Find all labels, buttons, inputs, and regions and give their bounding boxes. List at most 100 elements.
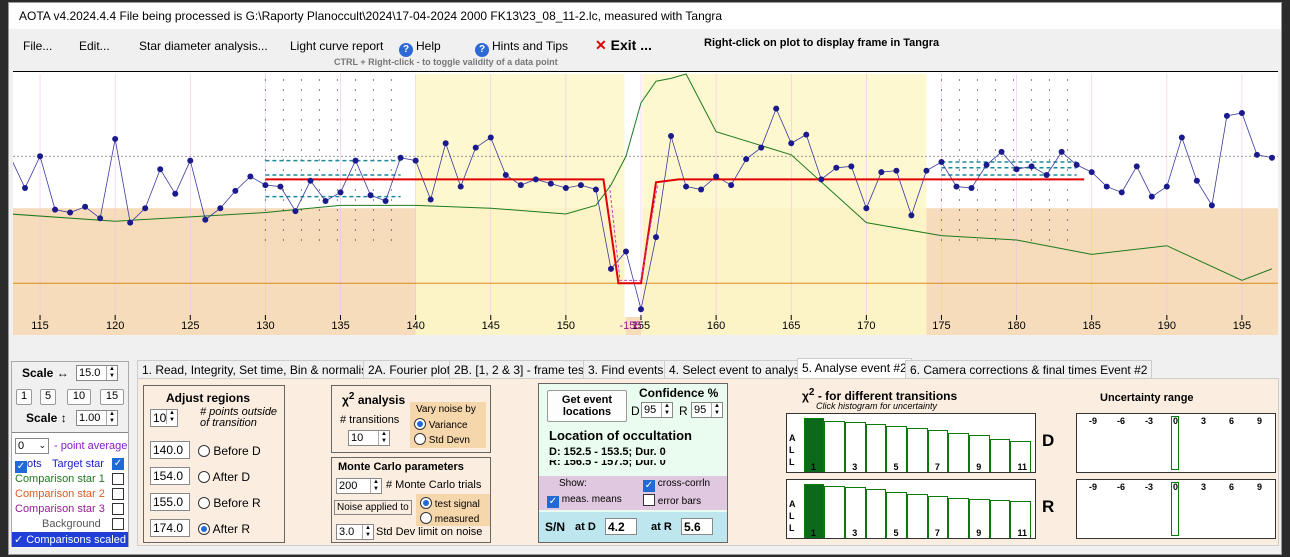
histogram-bar[interactable] [927,429,949,472]
variance-radio[interactable] [414,418,426,430]
histogram-bar[interactable] [968,435,990,472]
before-r-field[interactable]: 155.0 [150,493,190,511]
test-signal-option[interactable]: test signal [420,497,480,510]
scale-button-10[interactable]: 10 [67,389,91,405]
histogram-bar[interactable] [989,438,1011,472]
after-r-radio[interactable] [198,523,210,535]
histogram-bar[interactable] [968,499,990,538]
meas-means-checkbox[interactable]: ✓ [547,496,559,508]
menu-exit[interactable]: ✕ Exit ... [595,37,652,54]
plots-checkbox[interactable]: ✓ [15,461,27,473]
tab-frame-test[interactable]: 2B. [1, 2 & 3] - frame test [449,360,593,378]
after-d-field[interactable]: 154.0 [150,467,190,485]
histogram-bar[interactable] [1010,440,1031,472]
point-average-select[interactable]: 0 ⌄ [15,438,49,454]
menu-star-diameter[interactable]: Star diameter analysis... [139,39,268,53]
error-bars-option[interactable]: error bars [643,494,701,507]
light-curve-plot[interactable]: 115 120 125 130 135 140 145 150 155 160 165 170 175 1… [13,71,1278,335]
histogram-bar[interactable] [824,485,845,538]
variance-option[interactable]: Variance [414,418,468,431]
histogram-bar[interactable] [948,433,969,472]
spin-arrows-icon[interactable]: ▲ ▼ [362,525,373,539]
plots-row[interactable]: ✓ ots [15,458,42,473]
target-star-checkbox[interactable]: ✓ [112,458,124,470]
get-event-locations-button[interactable]: Get event locations [547,390,627,422]
histogram-d[interactable]: A L L 1 3 5 7 9 11 [786,413,1036,473]
histogram-bar[interactable] [886,491,907,538]
histogram-bar[interactable] [865,489,887,538]
before-r-option[interactable]: Before R [198,496,261,510]
spin-arrows-icon[interactable]: ▲ ▼ [166,410,177,424]
cross-corrln-option[interactable]: ✓ cross-corrln [643,478,710,492]
transitions-spinner[interactable]: 10 ▲ ▼ [348,430,390,446]
menu-edit[interactable]: Edit... [79,39,110,53]
comp1-checkbox[interactable] [112,473,124,485]
spin-arrows-icon[interactable]: ▲ ▼ [106,411,117,425]
before-d-field[interactable]: 140.0 [150,441,190,459]
test-signal-radio[interactable] [420,497,432,509]
std-devn-radio[interactable] [414,433,426,445]
histogram-bar[interactable] [803,418,825,472]
histogram-bar[interactable] [824,420,845,472]
tab-read[interactable]: 1. Read, Integrity, Set time, Bin & norm… [137,360,379,378]
dot-marker [1066,219,1069,221]
std-devn-option[interactable]: Std Devn [414,433,470,446]
tab-analyse-event[interactable]: 5. Analyse event #2 [797,358,912,378]
cross-corrln-checkbox[interactable]: ✓ [643,480,655,492]
points-outside-spinner[interactable]: 10 ▲ ▼ [150,409,178,427]
before-r-radio[interactable] [198,497,210,509]
menu-help[interactable]: ? Help [399,39,441,57]
scale-button-5[interactable]: 5 [40,389,56,405]
histogram-bar[interactable] [989,500,1011,538]
scale-h-spinner[interactable]: 15.0 ▲ ▼ [76,365,118,381]
after-r-field[interactable]: 174.0 [150,519,190,537]
after-d-radio[interactable] [198,471,210,483]
histogram-bar[interactable] [886,426,907,472]
tab-find-events[interactable]: 3. Find events [583,360,669,378]
measured-option[interactable]: measured [420,512,479,525]
histogram-bar[interactable] [1010,501,1031,538]
spin-arrows-icon[interactable]: ▲ ▼ [370,479,381,493]
histogram-r[interactable]: A L L 1 3 5 7 9 11 [786,479,1036,539]
histogram-bar[interactable] [803,484,825,538]
spin-arrows-icon[interactable]: ▲ ▼ [661,403,672,417]
light-curve-chart[interactable]: 115 120 125 130 135 140 145 150 155 160 165 170 175 1… [13,72,1278,335]
scale-v-spinner[interactable]: 1.00 ▲ ▼ [76,410,118,426]
histogram-bar[interactable] [906,493,928,538]
tab-fourier[interactable]: 2A. Fourier plot [363,360,456,378]
spin-arrows-icon[interactable]: ▲ ▼ [378,431,389,445]
confidence-r-spinner[interactable]: 95 ▲ ▼ [691,402,723,418]
spin-arrows-icon[interactable]: ▲ ▼ [711,403,722,417]
histogram-bar[interactable] [906,427,928,472]
after-r-option[interactable]: After R [198,522,250,536]
comp2-checkbox[interactable] [112,488,124,500]
dot-marker [282,99,284,101]
histogram-bar[interactable] [865,424,887,472]
histogram-bar[interactable] [844,422,866,472]
before-d-radio[interactable] [198,445,210,457]
scale-button-15[interactable]: 15 [100,389,124,405]
after-d-option[interactable]: After D [198,470,250,484]
before-d-option[interactable]: Before D [198,444,261,458]
comp3-checkbox[interactable] [112,503,124,515]
menu-light-curve-report[interactable]: Light curve report [290,39,384,53]
meas-means-option[interactable]: ✓ meas. means [547,494,622,508]
menu-file[interactable]: File... [23,39,53,53]
histogram-bar[interactable] [948,497,969,538]
std-dev-limit-spinner[interactable]: 3.0 ▲ ▼ [336,524,374,540]
error-bars-checkbox[interactable] [643,494,655,506]
comparisons-scaled-row[interactable]: ✓ Comparisons scaled [12,532,128,547]
confidence-d-spinner[interactable]: 95 ▲ ▼ [641,402,673,418]
histogram-bar[interactable] [844,487,866,538]
background-checkbox[interactable] [112,518,124,530]
tab-camera-corrections[interactable]: 6. Camera corrections & final times Even… [905,360,1153,378]
measured-radio[interactable] [420,512,432,524]
histogram-bar[interactable] [927,495,949,538]
data-point [803,131,810,138]
data-point [82,203,89,210]
spin-arrows-icon[interactable]: ▲ ▼ [106,366,117,380]
tab-select-event[interactable]: 4. Select event to analyse [664,360,812,378]
scale-button-1[interactable]: 1 [16,389,32,405]
monte-carlo-trials-spinner[interactable]: 200 ▲ ▼ [336,478,382,494]
menu-hints[interactable]: ? Hints and Tips [475,39,568,57]
